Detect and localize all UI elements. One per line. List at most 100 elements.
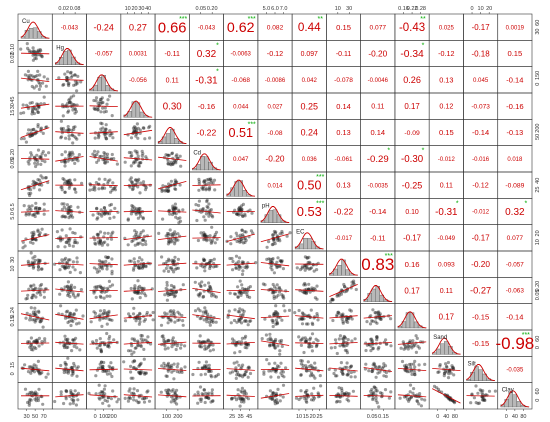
- scatter-point: [60, 228, 64, 232]
- scatter-point: [382, 362, 386, 366]
- scatter-point: [64, 362, 68, 367]
- correlation-value: 0.11: [440, 183, 453, 190]
- variable-label: Cu: [22, 19, 30, 25]
- scatter-point: [305, 400, 309, 404]
- scatter-point: [111, 366, 115, 370]
- scatter-point: [132, 359, 136, 363]
- scatter-point: [207, 214, 211, 218]
- scatter-point: [339, 369, 343, 374]
- scatter-point: [71, 338, 75, 342]
- scatter-point: [207, 344, 211, 348]
- scatter-point: [378, 365, 382, 369]
- scatter-point: [376, 313, 380, 317]
- scatter-point: [61, 114, 65, 118]
- scatter-point: [346, 392, 350, 396]
- scatter-point: [181, 208, 185, 212]
- scatter-point: [300, 289, 304, 293]
- scatter-point: [202, 258, 206, 262]
- scatter-point: [275, 260, 279, 264]
- scatter-point: [312, 286, 316, 290]
- scatter-point: [31, 340, 36, 344]
- correlation-value: 0.53: [297, 204, 322, 219]
- density-curve: [363, 285, 392, 302]
- scatter-point: [275, 398, 279, 402]
- correlation-value: -0.0035: [368, 183, 389, 189]
- scatter-point: [372, 391, 376, 395]
- scatter-point: [32, 49, 37, 53]
- scatter-point: [58, 292, 62, 296]
- scatter-point: [92, 98, 96, 103]
- scatter-point: [243, 290, 247, 295]
- scatter-point: [28, 134, 32, 138]
- scatter-point: [74, 136, 78, 140]
- scatter-point: [202, 180, 206, 184]
- scatter-point: [37, 106, 41, 110]
- scatter-point: [181, 283, 185, 287]
- scatter-point: [101, 241, 106, 245]
- smooth-line: [55, 394, 84, 398]
- scatter-point: [107, 317, 111, 321]
- scatter-point: [271, 319, 275, 323]
- scatter-point: [349, 370, 353, 375]
- scatter-point: [309, 266, 314, 270]
- scatter-point: [239, 207, 243, 211]
- scatter-point: [236, 295, 240, 299]
- scatter-point: [140, 149, 144, 153]
- scatter-point: [261, 282, 265, 286]
- scatter-point: [201, 257, 206, 261]
- scatter-point: [58, 235, 62, 239]
- scatter-point: [36, 178, 40, 182]
- scatter-point: [280, 260, 284, 264]
- scatter-point: [212, 178, 217, 182]
- scatter-point: [168, 266, 172, 270]
- scatter-point: [173, 400, 177, 404]
- scatter-point: [163, 340, 167, 344]
- scatter-point: [36, 49, 40, 54]
- scatter-point: [65, 370, 69, 374]
- scatter-point: [99, 349, 103, 353]
- scatter-point: [31, 182, 35, 186]
- scatter-point: [94, 338, 99, 343]
- tick-label: 0: [436, 414, 439, 420]
- scatter-point: [413, 373, 417, 377]
- scatter-point: [102, 360, 106, 365]
- scatter-point: [245, 266, 249, 270]
- scatter-point: [144, 265, 148, 269]
- histogram-bar: [165, 133, 171, 144]
- scatter-point: [345, 317, 349, 321]
- scatter-point: [234, 254, 239, 258]
- scatter-point: [238, 208, 242, 212]
- scatter-point: [100, 290, 104, 294]
- scatter-point: [28, 318, 32, 322]
- scatter-point: [210, 294, 214, 298]
- scatter-point: [33, 287, 37, 291]
- scatter-point: [299, 389, 303, 393]
- scatter-point: [131, 238, 135, 242]
- scatter-point: [482, 397, 486, 401]
- scatter-point: [238, 240, 242, 244]
- scatter-point: [66, 128, 70, 132]
- scatter-point: [74, 190, 78, 194]
- scatter-point: [99, 154, 103, 158]
- scatter-point: [469, 401, 473, 405]
- scatter-point: [64, 240, 68, 245]
- scatter-point: [37, 80, 41, 84]
- scatter-point: [74, 308, 78, 312]
- scatter-point: [39, 102, 43, 106]
- scatter-point: [245, 292, 249, 297]
- scatter-point: [133, 346, 137, 350]
- scatter-point: [36, 229, 40, 233]
- scatter-point: [66, 238, 70, 243]
- scatter-point: [407, 345, 411, 349]
- scatter-point: [134, 233, 138, 237]
- scatter-point: [28, 134, 32, 138]
- scatter-point: [69, 213, 73, 217]
- correlation-value: -0.29: [367, 154, 389, 165]
- scatter-point: [107, 369, 111, 373]
- scatter-point: [126, 218, 130, 222]
- scatter-point: [239, 237, 243, 241]
- scatter-point: [59, 126, 63, 130]
- scatter-point: [38, 206, 42, 211]
- scatter-point: [237, 317, 241, 321]
- scatter-point: [95, 160, 99, 164]
